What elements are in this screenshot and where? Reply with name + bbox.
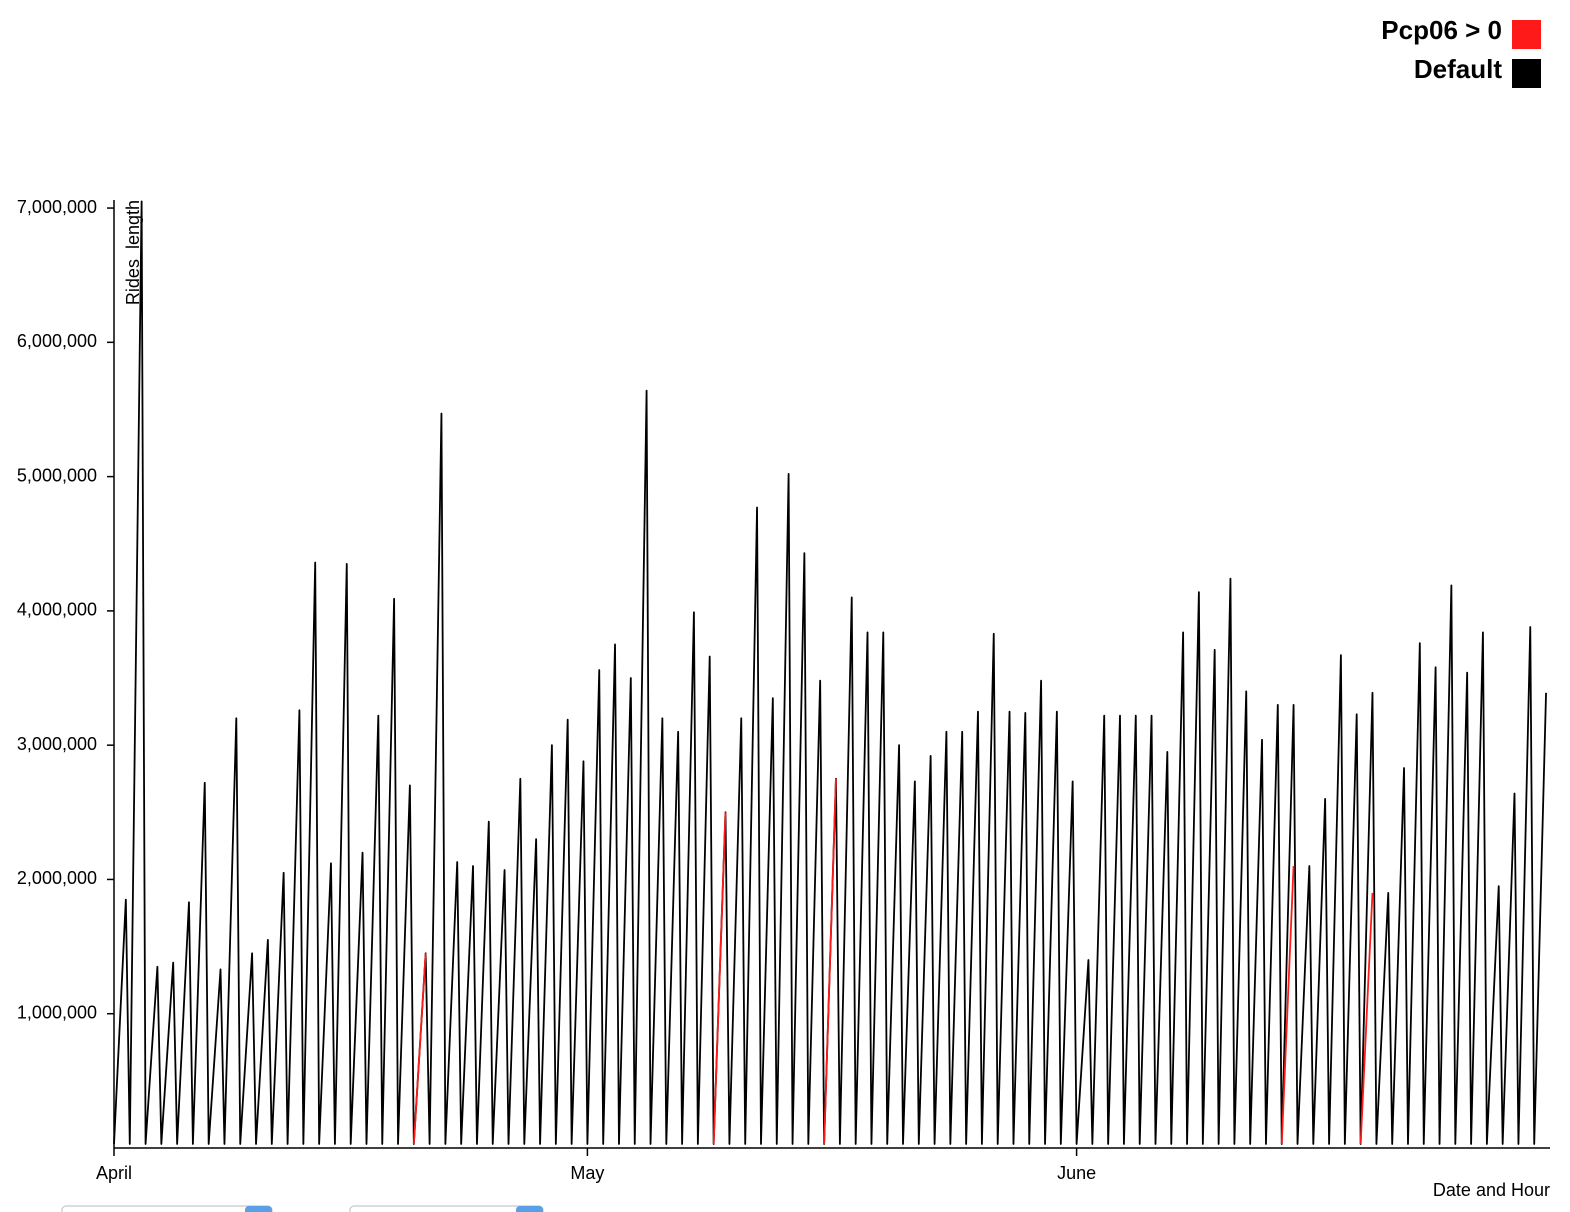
y-tick-label: 3,000,000 (17, 734, 97, 754)
line-series (113, 200, 1547, 1145)
x-tick-label: April (96, 1163, 132, 1183)
legend-swatch (1512, 59, 1541, 88)
x-axis-label: Date and Hour (1433, 1180, 1550, 1200)
control[interactable] (349, 1205, 544, 1212)
control[interactable] (61, 1205, 273, 1212)
legend-label: Default (1414, 54, 1502, 84)
select-box[interactable] (349, 1205, 544, 1212)
y-tick-label: 1,000,000 (17, 1002, 97, 1022)
y-tick-label: 6,000,000 (17, 331, 97, 351)
select-box[interactable] (61, 1205, 273, 1212)
y-tick-label: 5,000,000 (17, 465, 97, 485)
legend-label: Pcp06 > 0 (1381, 15, 1502, 45)
y-tick-label: 7,000,000 (17, 197, 97, 217)
x-tick-label: May (570, 1163, 604, 1183)
y-axis-label: Rides_length (123, 200, 144, 305)
line-series (412, 778, 1374, 1145)
x-tick-label: June (1057, 1163, 1096, 1183)
select-button[interactable] (245, 1206, 272, 1212)
y-tick-label: 4,000,000 (17, 600, 97, 620)
legend-swatch (1512, 20, 1541, 49)
y-tick-label: 2,000,000 (17, 868, 97, 888)
select-button[interactable] (516, 1206, 543, 1212)
